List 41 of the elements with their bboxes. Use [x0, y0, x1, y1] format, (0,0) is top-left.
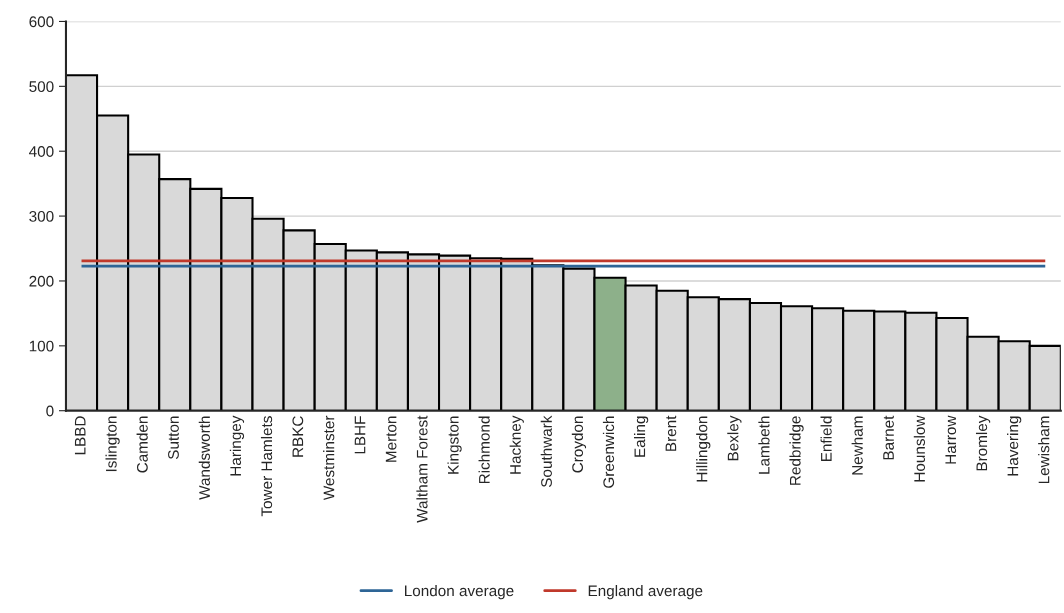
- x-tick-label: Redbridge: [789, 416, 804, 485]
- x-tick-label: Enfield: [820, 416, 832, 462]
- x-tick-label: Bexley: [727, 415, 742, 461]
- y-tick-label: 600: [29, 16, 54, 28]
- x-tick-label: Camden: [136, 416, 148, 473]
- x-tick-label: Ealing: [633, 416, 649, 457]
- x-tick-label: Wandsworth: [198, 416, 210, 500]
- y-tick-label: 400: [29, 146, 54, 157]
- x-tick-label: Bromley: [975, 415, 991, 471]
- x-tick-label: Newham: [851, 416, 863, 475]
- x-tick-label: Barnet: [883, 415, 894, 460]
- x-tick-label: Merton: [385, 416, 397, 462]
- y-tick-label: 0: [46, 405, 54, 417]
- x-tick-label: Westminster: [323, 415, 335, 501]
- x-tick-label: Kingston: [447, 416, 462, 474]
- x-tick-label: Hounslow: [913, 415, 926, 482]
- x-tick-label: Richmond: [478, 416, 490, 484]
- x-tick-label: RBKC: [292, 416, 304, 457]
- y-tick-label: 500: [29, 81, 54, 93]
- legend-label: London average: [405, 585, 514, 600]
- x-tick-label: LBHF: [354, 416, 366, 454]
- x-tick-label: Greenwich: [602, 416, 615, 488]
- x-tick-label: Haringey: [229, 415, 245, 476]
- x-tick-label: Lewisham: [1038, 416, 1050, 484]
- x-tick-label: Waltham Forest: [416, 415, 428, 523]
- y-tick-label: 300: [29, 210, 54, 222]
- y-tick-label: 200: [29, 275, 54, 287]
- x-tick-label: Croydon: [571, 416, 587, 473]
- legend-label: England average: [588, 585, 703, 600]
- x-tick-label: Islington: [105, 416, 120, 472]
- x-tick-label: LBBD: [74, 416, 86, 455]
- x-tick-label: Hackney: [509, 415, 524, 474]
- x-tick-label: Sutton: [168, 416, 179, 460]
- y-tick-label: 100: [29, 340, 54, 352]
- x-tick-label: Brent: [665, 415, 677, 451]
- x-tick-label: Havering: [1007, 416, 1022, 476]
- x-tick-label: Southwark: [540, 415, 552, 488]
- x-tick-label: Tower Hamlets: [260, 416, 273, 517]
- x-tick-label: Hillingdon: [696, 416, 711, 482]
- x-tick-label: Harrow: [945, 415, 957, 464]
- x-tick-label: Lambeth: [758, 416, 770, 474]
